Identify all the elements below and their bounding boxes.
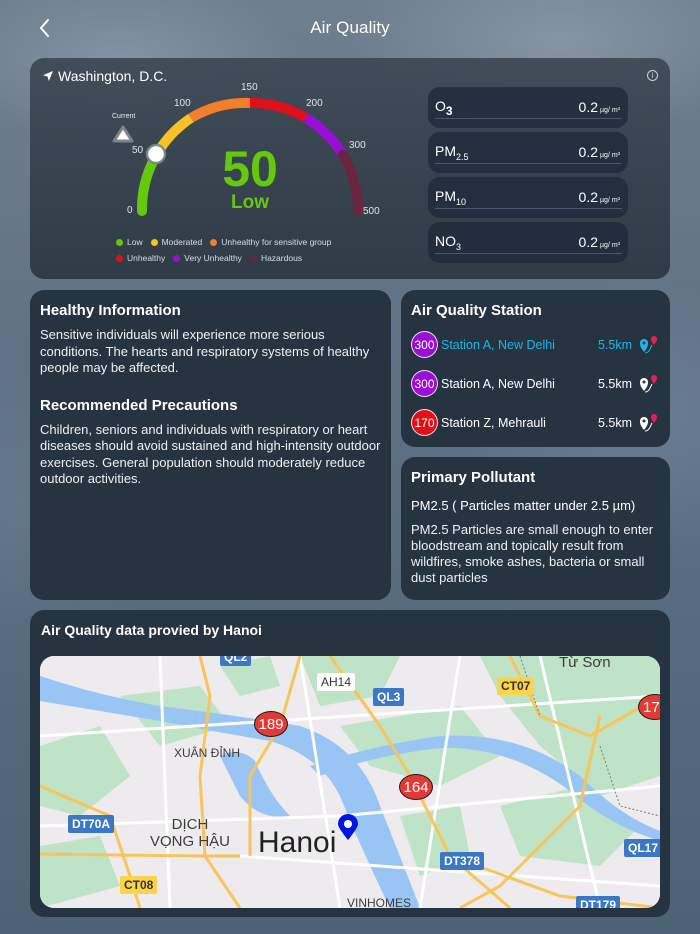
tick-150: 150: [241, 82, 258, 93]
map-title: Air Quality data provied by Hanoi: [41, 622, 262, 638]
gauge-segment-unhealthy: [249, 97, 309, 123]
route-pin-icon[interactable]: [638, 413, 660, 433]
place-label: VINHOMES: [347, 896, 412, 908]
road-shield: QL2: [220, 656, 252, 666]
road-shield: CT07: [497, 677, 535, 695]
station-name: Station A, New Delhi: [441, 337, 555, 352]
road-shield: QL3: [373, 688, 405, 706]
legend-hazardous: Hazardous: [249, 253, 302, 263]
aqi-summary-card: Washington, D.C. i Current 0 50 100 150 …: [30, 58, 670, 279]
station-item[interactable]: 170 Station Z, Mehrauli 5.5km: [411, 403, 660, 442]
gauge-knob: [145, 143, 167, 165]
tick-500: 500: [363, 206, 380, 217]
pollutant-list: O3 0.2 µg/ m³ PM2.5 0.2 µg/ m³ PM10 0.2 µg/…: [428, 87, 628, 267]
primary-subtitle: PM2.5 ( Particles matter under 2.5 µm): [411, 498, 636, 513]
road-shield: CT08: [120, 876, 158, 894]
station-distance: 5.5km: [597, 415, 632, 430]
aqi-badge: 300: [411, 331, 438, 358]
map-card: Air Quality data provied by Hanoi: [30, 610, 670, 917]
tick-50: 50: [132, 145, 144, 156]
primary-pollutant-card: Primary Pollutant PM2.5 ( Particles matt…: [401, 457, 670, 600]
health-body: Sensitive individuals will experience mo…: [40, 327, 370, 375]
primary-title: Primary Pollutant: [411, 469, 536, 486]
current-label: Current: [112, 113, 136, 120]
legend-sensitive: Unhealthy for sensitive group: [210, 237, 331, 247]
place-label: Từ Sơn: [559, 656, 611, 671]
tick-100: 100: [174, 98, 191, 109]
route-pin-icon[interactable]: [638, 335, 660, 355]
aqi-value: 50: [222, 141, 278, 197]
primary-body: PM2.5 Particles are small enough to ente…: [411, 522, 654, 585]
health-info-card: Healthy Information Sensitive individual…: [30, 290, 391, 600]
back-button[interactable]: [34, 16, 56, 40]
gauge-segment-very-unhealthy: [303, 113, 348, 158]
air-quality-map[interactable]: QL2 AH14 QL3 CT07 DT70A CT08 DT378 QL17 …: [40, 656, 660, 908]
gauge-legend: Low Moderated Unhealthy for sensitive gr…: [116, 237, 331, 269]
station-distance: 5.5km: [597, 337, 632, 352]
page-title: Air Quality: [310, 18, 390, 37]
road-shield: DT70A: [68, 815, 115, 833]
road-shield: AH14: [317, 673, 356, 691]
legend-low: Low: [116, 237, 143, 247]
precautions-title: Recommended Precautions: [40, 396, 238, 414]
city-label: Hanoi: [258, 826, 337, 859]
location-name: Washington, D.C.: [58, 68, 168, 84]
pollutant-pm25[interactable]: PM2.5 0.2 µg/ m³: [428, 132, 628, 173]
chevron-left-icon: [40, 19, 49, 37]
map-aqi-marker[interactable]: 17: [638, 694, 660, 720]
pollutant-o3[interactable]: O3 0.2 µg/ m³: [428, 87, 628, 128]
station-distance: 5.5km: [597, 376, 632, 391]
precautions-body: Children, seniors and individuals with r…: [40, 421, 381, 487]
station-name: Station A, New Delhi: [441, 376, 555, 391]
legend-moderated: Moderated: [150, 237, 202, 247]
station-item[interactable]: 300 Station A, New Delhi 5.5km: [411, 325, 660, 364]
current-indicator-icon: [112, 125, 134, 143]
place-label: XUÂN ĐỈNH: [174, 746, 241, 760]
health-title: Healthy Information: [40, 302, 181, 319]
legend-unhealthy: Unhealthy: [116, 253, 165, 263]
road-shield: DT378: [440, 852, 485, 870]
station-item[interactable]: 300 Station A, New Delhi 5.5km: [411, 364, 660, 403]
navigation-arrow-icon: [43, 71, 53, 81]
aqi-level: Low: [231, 192, 269, 213]
station-name: Station Z, Mehrauli: [441, 415, 546, 430]
gauge-segment-low: [136, 153, 160, 216]
legend-very-unhealthy: Very Unhealthy: [173, 253, 242, 263]
road-shield: QL17: [624, 839, 660, 857]
map-pin-icon: [338, 814, 358, 840]
place-label: DỊCH VỌNG HẬU: [150, 816, 231, 850]
top-bar: Air Quality: [0, 0, 700, 58]
pollutant-no3[interactable]: NO3 0.2 µg/ m³: [428, 222, 628, 263]
gauge-segment-sensitive: [188, 97, 251, 123]
aqi-gauge: [112, 97, 364, 216]
aqi-badge: 170: [411, 409, 438, 436]
map-aqi-marker[interactable]: 189: [254, 711, 288, 737]
info-icon[interactable]: i: [647, 70, 658, 81]
tick-0: 0: [127, 205, 133, 216]
road-shield: DT179: [576, 896, 621, 908]
station-title: Air Quality Station: [411, 302, 542, 319]
map-background: [40, 656, 660, 908]
station-card: Air Quality Station 300 Station A, New D…: [401, 290, 670, 447]
route-pin-icon[interactable]: [638, 374, 660, 394]
tick-300: 300: [349, 140, 366, 151]
location-label[interactable]: Washington, D.C.: [42, 68, 167, 84]
aqi-badge: 300: [411, 370, 438, 397]
tick-200: 200: [306, 98, 323, 109]
gauge-segment-hazardous: [338, 150, 364, 216]
pollutant-pm10[interactable]: PM10 0.2 µg/ m³: [428, 177, 628, 218]
map-aqi-marker[interactable]: 164: [399, 774, 433, 800]
